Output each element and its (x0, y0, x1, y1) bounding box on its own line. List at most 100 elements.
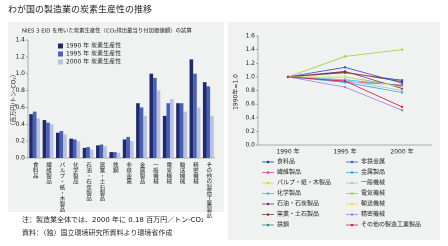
x-tick-label: 1995 年 (333, 148, 356, 156)
point (343, 75, 347, 79)
legend-marker (266, 192, 270, 195)
x-tick-label: 一般機械 (152, 162, 159, 186)
bar (109, 152, 114, 158)
point (400, 48, 404, 51)
x-tick-label: その他の製造工業製品 (205, 162, 212, 219)
bar (72, 139, 77, 158)
legend-marker (266, 181, 270, 185)
bar (116, 152, 121, 158)
bar (202, 82, 207, 158)
bar (86, 147, 90, 158)
point (400, 105, 404, 109)
legend-label: 輸送機械 (361, 200, 385, 208)
point (400, 89, 404, 92)
legend-marker (350, 202, 354, 206)
legend-label: 石油・石炭製品 (277, 200, 319, 208)
bar (55, 132, 60, 158)
bar (63, 134, 67, 158)
bar (36, 118, 41, 158)
legend-label: パルプ・紙・木製品 (277, 179, 331, 187)
bar (149, 73, 154, 158)
bar (156, 90, 161, 158)
bar (183, 111, 188, 158)
legend-label: 2000 年 炭素生産性 (66, 58, 121, 66)
y-tick-label: 0.8 (15, 87, 25, 94)
x-tick-label: 電気機械 (165, 162, 172, 186)
x-tick-label: 石油・石炭製品 (85, 162, 92, 203)
y-tick-label: 1.6 (245, 33, 255, 40)
y-tick-label: 0.6 (245, 101, 255, 108)
bar (49, 124, 54, 158)
bar (129, 141, 134, 158)
bar (143, 115, 147, 158)
y-axis-label: （百万円/トン-CO₂） (11, 71, 18, 129)
point (400, 109, 404, 112)
bar (196, 107, 201, 158)
left-panel (8, 22, 224, 212)
point (343, 85, 347, 89)
bar (136, 103, 140, 158)
legend-swatch (58, 59, 63, 65)
bar (179, 103, 184, 158)
page-title: わが国の製造業の炭素生産性の推移 (8, 4, 152, 16)
y-tick-label: 0.0 (15, 155, 25, 162)
legend-marker (266, 223, 270, 227)
legend-label: 化学製品 (277, 189, 301, 197)
point (343, 55, 347, 58)
y-tick-label: 0.4 (245, 114, 255, 121)
bar (176, 103, 180, 158)
point (400, 85, 404, 89)
y-axis-label: 1990年=1.0 (232, 74, 240, 110)
point (286, 75, 290, 79)
legend-label: 鉄鋼 (277, 221, 289, 229)
y-tick-label: 0.6 (15, 104, 25, 111)
legend-swatch (58, 43, 63, 49)
x-tick-label: 2000 年 (390, 148, 413, 156)
subtitle: NIES 3 EID を用いた炭素生産性（CO₂排出量当り付加価値額）の試算 (22, 27, 192, 35)
point (343, 79, 347, 83)
bar (69, 138, 73, 158)
y-tick-label: 1.4 (15, 37, 25, 44)
right-panel (228, 22, 440, 240)
bar (46, 122, 50, 158)
bar (99, 144, 104, 158)
bar (82, 147, 87, 158)
x-tick-label: 金属製品 (139, 161, 146, 186)
x-tick-label: 食料品 (32, 161, 39, 180)
legend-marker (350, 171, 354, 174)
legend-label: 非鉄金属 (361, 158, 385, 166)
bar (170, 99, 174, 158)
point (343, 66, 347, 69)
legend-label: 繊維製品 (277, 168, 301, 176)
bar (162, 115, 167, 158)
bar (76, 141, 81, 158)
legend-swatch (58, 51, 63, 57)
bar (122, 139, 127, 158)
bar (206, 86, 211, 158)
legend-label: 電気機械 (361, 189, 385, 197)
x-tick-label: 非鉄金属 (125, 161, 132, 186)
y-tick-label: 1.2 (245, 60, 255, 67)
x-tick-label: 繊維製品 (45, 161, 52, 186)
legend-marker (350, 213, 354, 216)
legend-marker (350, 192, 354, 195)
legend-label: 一般機械 (361, 179, 385, 187)
legend-marker (266, 213, 270, 216)
bar (59, 131, 64, 158)
y-tick-label: 1.0 (15, 70, 25, 77)
y-tick-label: 1.2 (15, 53, 25, 60)
x-tick-label: 鉄鋼 (112, 161, 119, 175)
y-tick-label: 1.4 (245, 46, 255, 53)
point (400, 91, 404, 94)
x-tick-label: 輸送機械 (179, 161, 186, 186)
bar (166, 103, 171, 158)
bar (139, 107, 144, 158)
bar (193, 73, 197, 158)
note: 資料：（独）国立環境研究所資料より環境省作成 (22, 228, 172, 237)
legend-label: 1995 年 炭素生産性 (66, 50, 121, 58)
bar (32, 111, 37, 158)
legend-label: 金属製品 (361, 168, 385, 176)
legend-marker (266, 160, 270, 164)
legend-marker (266, 202, 270, 206)
y-tick-label: 0.0 (245, 142, 255, 149)
